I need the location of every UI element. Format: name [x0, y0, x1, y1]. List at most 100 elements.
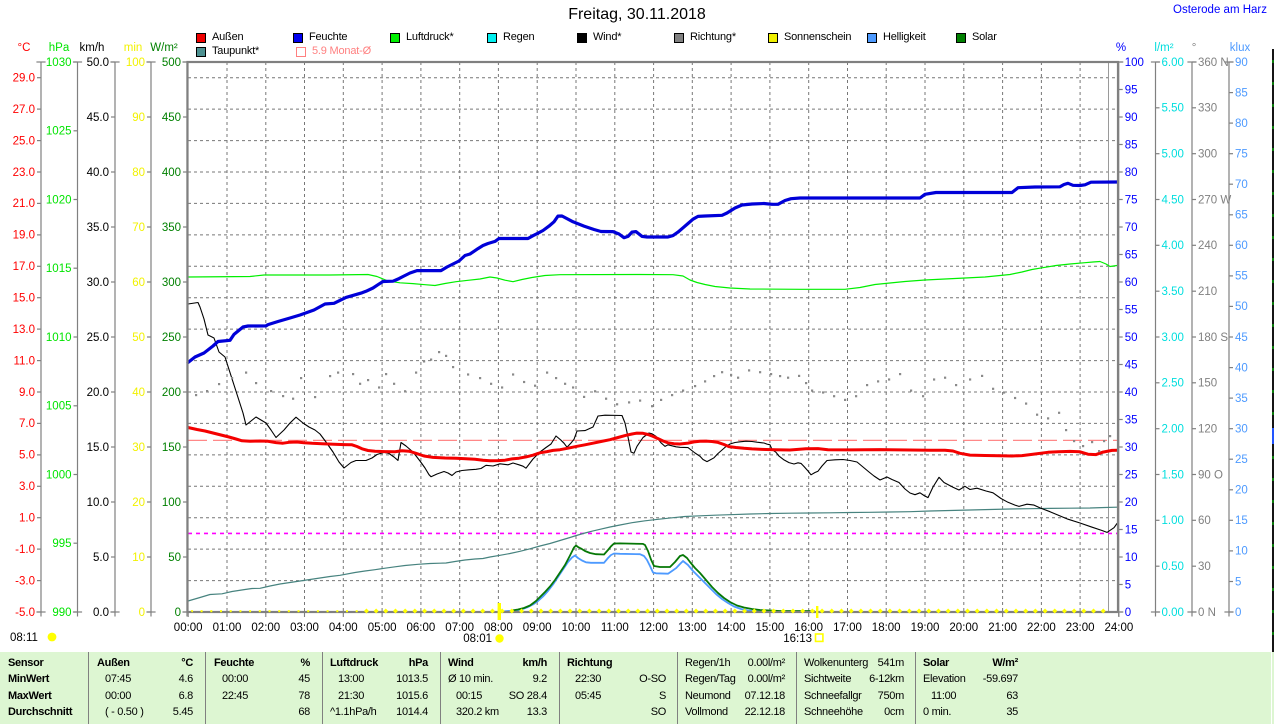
svg-text:35.0: 35.0: [87, 222, 109, 234]
svg-text:0: 0: [1125, 607, 1131, 619]
svg-text:300: 300: [162, 277, 181, 289]
svg-text:21.0: 21.0: [13, 198, 35, 210]
svg-text:km/h: km/h: [80, 42, 105, 54]
svg-text:85: 85: [1125, 139, 1138, 151]
svg-text:02:00: 02:00: [251, 622, 280, 634]
svg-text:35: 35: [1235, 393, 1248, 405]
svg-text:22:00: 22:00: [1027, 622, 1056, 634]
svg-text:0: 0: [1235, 607, 1241, 619]
svg-text:300: 300: [1198, 149, 1217, 161]
svg-text:0.00: 0.00: [1162, 607, 1184, 619]
svg-text:10: 10: [1125, 552, 1138, 564]
svg-text:80: 80: [1125, 167, 1138, 179]
svg-text:16:13: 16:13: [783, 633, 812, 645]
svg-text:70: 70: [132, 222, 145, 234]
svg-text:3.00: 3.00: [1162, 332, 1184, 344]
svg-text:100: 100: [126, 57, 145, 69]
svg-text:150: 150: [1198, 378, 1217, 390]
svg-text:13.0: 13.0: [13, 324, 35, 336]
svg-text:12:00: 12:00: [639, 622, 668, 634]
svg-text:1.00: 1.00: [1162, 515, 1184, 527]
svg-text:80: 80: [132, 167, 145, 179]
svg-text:500: 500: [162, 57, 181, 69]
svg-text:°C: °C: [18, 42, 31, 54]
svg-text:250: 250: [162, 332, 181, 344]
svg-text:55: 55: [1235, 271, 1248, 283]
svg-text:01:00: 01:00: [213, 622, 242, 634]
svg-text:23.0: 23.0: [13, 167, 35, 179]
svg-text:70: 70: [1235, 179, 1248, 191]
svg-text:1.0: 1.0: [19, 513, 35, 525]
svg-text:10.0: 10.0: [87, 497, 109, 509]
svg-text:60: 60: [132, 277, 145, 289]
svg-text:60: 60: [1235, 240, 1248, 252]
svg-text:11.0: 11.0: [13, 355, 35, 367]
svg-text:03:00: 03:00: [290, 622, 319, 634]
svg-text:14:00: 14:00: [717, 622, 746, 634]
svg-text:90 O: 90 O: [1198, 469, 1223, 481]
svg-text:5.0: 5.0: [19, 450, 35, 462]
svg-text:90: 90: [1125, 112, 1138, 124]
svg-text:3.0: 3.0: [19, 481, 35, 493]
svg-text:23:00: 23:00: [1066, 622, 1095, 634]
svg-text:40: 40: [132, 387, 145, 399]
svg-text:W/m²: W/m²: [150, 42, 178, 54]
svg-text:06:00: 06:00: [407, 622, 436, 634]
svg-text:5: 5: [1235, 576, 1241, 588]
svg-text:180 S: 180 S: [1198, 332, 1228, 344]
svg-text:0 N: 0 N: [1198, 607, 1216, 619]
svg-text:120: 120: [1198, 424, 1217, 436]
svg-text:19:00: 19:00: [911, 622, 940, 634]
svg-text:50: 50: [168, 552, 181, 564]
svg-text:-5.0: -5.0: [15, 607, 35, 619]
svg-text:80: 80: [1235, 118, 1248, 130]
svg-text:0.50: 0.50: [1162, 561, 1184, 573]
svg-text:25: 25: [1125, 469, 1138, 481]
svg-text:200: 200: [162, 387, 181, 399]
svg-text:50: 50: [132, 332, 145, 344]
svg-text:1025: 1025: [46, 126, 72, 138]
svg-text:1030: 1030: [46, 57, 72, 69]
svg-text:240: 240: [1198, 240, 1217, 252]
svg-text:19.0: 19.0: [13, 230, 35, 242]
svg-text:24:00: 24:00: [1105, 622, 1134, 634]
svg-text:3.50: 3.50: [1162, 286, 1184, 298]
svg-text:20: 20: [1235, 485, 1248, 497]
svg-text:20:00: 20:00: [949, 622, 978, 634]
svg-text:50: 50: [1125, 332, 1138, 344]
svg-text:2.50: 2.50: [1162, 378, 1184, 390]
svg-text:08:01: 08:01: [463, 633, 492, 645]
svg-text:21:00: 21:00: [988, 622, 1017, 634]
svg-text:0: 0: [139, 607, 145, 619]
svg-text:16:00: 16:00: [794, 622, 823, 634]
svg-text:-3.0: -3.0: [15, 575, 35, 587]
svg-text:25.0: 25.0: [87, 332, 109, 344]
svg-text:4.50: 4.50: [1162, 194, 1184, 206]
svg-text:60: 60: [1125, 277, 1138, 289]
svg-text:15: 15: [1125, 524, 1138, 536]
svg-text:l/m²: l/m²: [1154, 42, 1173, 54]
svg-text:07:00: 07:00: [445, 622, 474, 634]
svg-text:70: 70: [1125, 222, 1138, 234]
svg-text:%: %: [1116, 42, 1126, 54]
svg-text:15.0: 15.0: [13, 293, 35, 305]
svg-text:29.0: 29.0: [13, 73, 35, 85]
svg-text:65: 65: [1235, 210, 1248, 222]
svg-text:450: 450: [162, 112, 181, 124]
svg-text:55: 55: [1125, 304, 1138, 316]
svg-text:400: 400: [162, 167, 181, 179]
svg-text:40.0: 40.0: [87, 167, 109, 179]
svg-text:17.0: 17.0: [13, 261, 35, 273]
svg-text:1015: 1015: [46, 263, 72, 275]
svg-text:hPa: hPa: [49, 42, 70, 54]
svg-text:20: 20: [132, 497, 145, 509]
svg-text:18:00: 18:00: [872, 622, 901, 634]
svg-text:08:00: 08:00: [484, 622, 513, 634]
svg-text:30: 30: [1125, 442, 1138, 454]
svg-text:150: 150: [162, 442, 181, 454]
svg-text:100: 100: [1125, 57, 1144, 69]
svg-text:40: 40: [1125, 387, 1138, 399]
svg-text:210: 210: [1198, 286, 1217, 298]
svg-text:°: °: [1192, 42, 1197, 54]
svg-text:75: 75: [1235, 149, 1248, 161]
